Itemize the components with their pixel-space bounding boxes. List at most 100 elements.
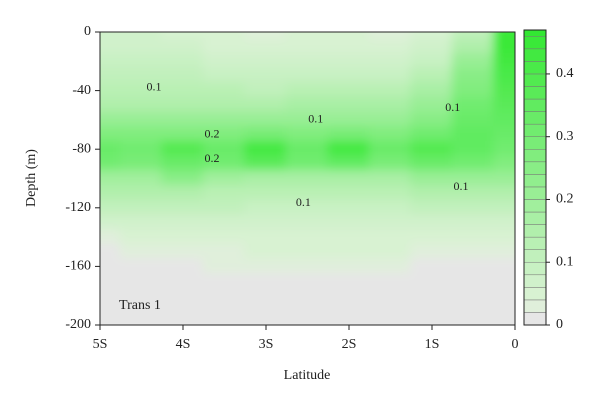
contour-label: 0.1 (146, 79, 161, 93)
field-cell (244, 184, 288, 202)
field-cell (202, 170, 247, 187)
field-cell (285, 287, 330, 305)
colorbar-tick-label: 0.4 (556, 66, 574, 81)
field-cell (100, 199, 122, 217)
field-cell (410, 32, 454, 41)
colorbar-tick-label: 0.1 (556, 254, 574, 269)
field-cell (368, 243, 413, 261)
field-cell (202, 302, 247, 319)
colorbar-tick-label: 0.3 (556, 129, 574, 144)
field-cell (100, 272, 122, 290)
colorbar-band (523, 224, 547, 238)
field-cell (119, 228, 164, 246)
field-cell (451, 155, 496, 173)
colorbar-band (523, 36, 547, 50)
y-tick-label: -80 (72, 141, 91, 156)
field-cell (451, 199, 496, 217)
field-cell (410, 316, 454, 325)
field-cell (202, 155, 247, 173)
field-cell (285, 38, 330, 55)
contour-label: 0.1 (296, 195, 311, 209)
field-cell (493, 302, 515, 319)
field-cell (327, 126, 371, 143)
field-cell (161, 82, 205, 99)
field-cell (100, 302, 122, 319)
field-cell (493, 126, 515, 143)
field-cell (244, 52, 288, 70)
field-cell (161, 228, 205, 246)
field-cell (119, 82, 164, 99)
colorbar-band (523, 261, 547, 276)
field-cell (410, 140, 454, 158)
field-cell (244, 140, 288, 158)
field-cell (451, 67, 496, 85)
colorbar-tick-label: 0.2 (556, 192, 574, 207)
field-cell (202, 287, 247, 305)
field-cell (244, 96, 288, 114)
contour-label: 0.2 (205, 151, 220, 165)
field-cell (244, 287, 288, 305)
field-cell (100, 82, 122, 99)
annotation: Trans 1 (119, 298, 161, 313)
field-cell (368, 302, 413, 319)
field-cell (119, 287, 164, 305)
field-cell (493, 52, 515, 70)
field-cell (161, 302, 205, 319)
field-cell (100, 287, 122, 305)
field-cell (244, 126, 288, 143)
colorbar-band (523, 186, 547, 200)
field-cell (410, 228, 454, 246)
contour-label: 0.1 (445, 100, 460, 114)
field-cell (368, 170, 413, 187)
field-cell (161, 67, 205, 85)
field-cell (244, 155, 288, 173)
field-cell (119, 302, 164, 319)
field-cell (100, 126, 122, 143)
field-cell (493, 214, 515, 231)
field-cell (119, 96, 164, 114)
field-cell (161, 316, 205, 325)
field-cell (119, 214, 164, 231)
y-tick-label: -200 (65, 317, 91, 332)
colorbar-band (523, 174, 547, 188)
y-tick-label: 0 (84, 24, 91, 39)
field-cell (368, 126, 413, 143)
field-cell (327, 52, 371, 70)
colorbar-band (523, 98, 547, 112)
field-cell (119, 38, 164, 55)
field-cell (202, 243, 247, 261)
field-cell (285, 258, 330, 275)
field-cell (285, 52, 330, 70)
field-cell (119, 316, 164, 325)
field-cell (493, 199, 515, 217)
field-cell (244, 199, 288, 217)
field-cell (285, 140, 330, 158)
field-cell (119, 258, 164, 275)
colorbar-band (523, 29, 547, 37)
field-cell (244, 82, 288, 99)
field-cell (202, 214, 247, 231)
field-cell (161, 214, 205, 231)
field-cell (244, 111, 288, 129)
x-tick-label: 2S (342, 337, 357, 352)
field-cell (100, 32, 122, 41)
field-cell (451, 170, 496, 187)
field-cell (161, 52, 205, 70)
colorbar-band (523, 211, 547, 225)
field-cell (285, 316, 330, 325)
field-cell (100, 38, 122, 55)
field-cell (285, 184, 330, 202)
colorbar-tick-label: 0 (556, 317, 563, 332)
field-cell (493, 228, 515, 246)
field-cell (244, 170, 288, 187)
field-cell (285, 272, 330, 290)
colorbar-band (523, 111, 547, 125)
field-cell (161, 155, 205, 173)
x-tick-label: 3S (259, 337, 274, 352)
contour-label: 0.2 (205, 126, 220, 140)
field-cell (161, 111, 205, 129)
field-cell (451, 52, 496, 70)
x-tick-label: 5S (93, 337, 108, 352)
field-cell (100, 258, 122, 275)
field-cell (368, 258, 413, 275)
